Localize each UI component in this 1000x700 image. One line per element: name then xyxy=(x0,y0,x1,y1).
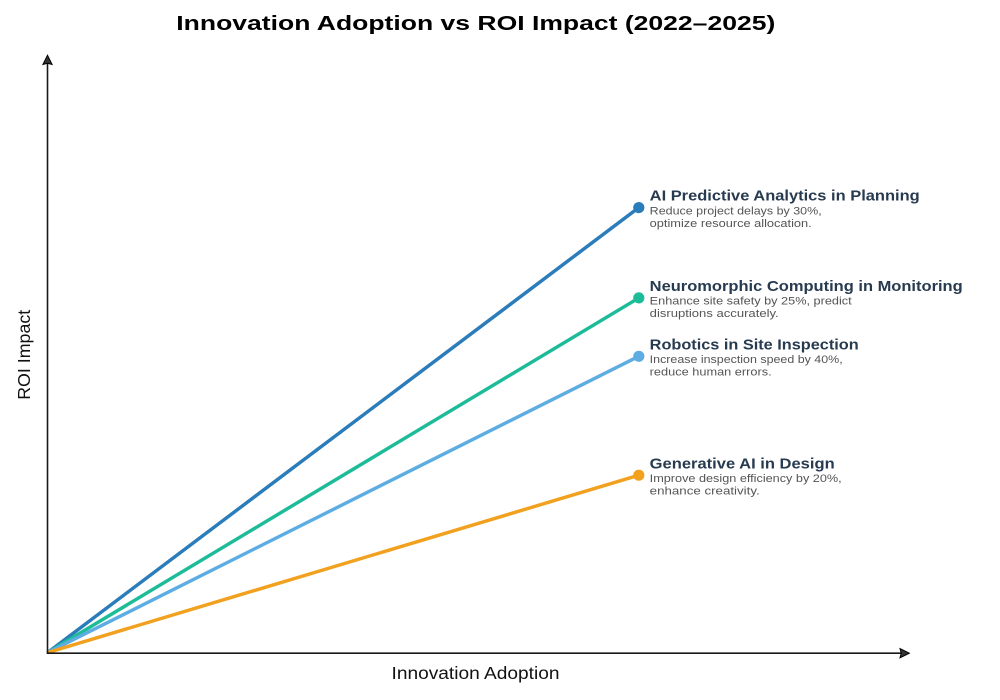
svg-text:Reduce project delays by 30%,: Reduce project delays by 30%, xyxy=(650,205,822,217)
svg-text:Innovation Adoption vs ROI Imp: Innovation Adoption vs ROI Impact (2022–… xyxy=(176,12,775,35)
svg-text:Improve design efficiency by 2: Improve design efficiency by 20%, xyxy=(650,473,842,485)
svg-text:Neuromorphic Computing in Moni: Neuromorphic Computing in Monitoring xyxy=(650,279,963,295)
svg-text:enhance creativity.: enhance creativity. xyxy=(650,486,760,498)
svg-text:Increase inspection speed by 4: Increase inspection speed by 40%, xyxy=(650,354,843,366)
svg-text:Robotics in Site Inspection: Robotics in Site Inspection xyxy=(650,337,859,353)
svg-text:Innovation Adoption: Innovation Adoption xyxy=(392,663,560,683)
svg-text:ROI Impact: ROI Impact xyxy=(14,310,34,400)
svg-text:reduce human errors.: reduce human errors. xyxy=(650,367,772,379)
svg-text:disruptions accurately.: disruptions accurately. xyxy=(650,308,779,320)
svg-text:optimize resource allocation.: optimize resource allocation. xyxy=(650,218,812,230)
svg-text:Generative AI in Design: Generative AI in Design xyxy=(650,456,835,472)
svg-text:AI Predictive Analytics in Pla: AI Predictive Analytics in Planning xyxy=(650,189,920,205)
svg-text:Enhance site safety by 25%, pr: Enhance site safety by 25%, predict xyxy=(650,296,852,308)
